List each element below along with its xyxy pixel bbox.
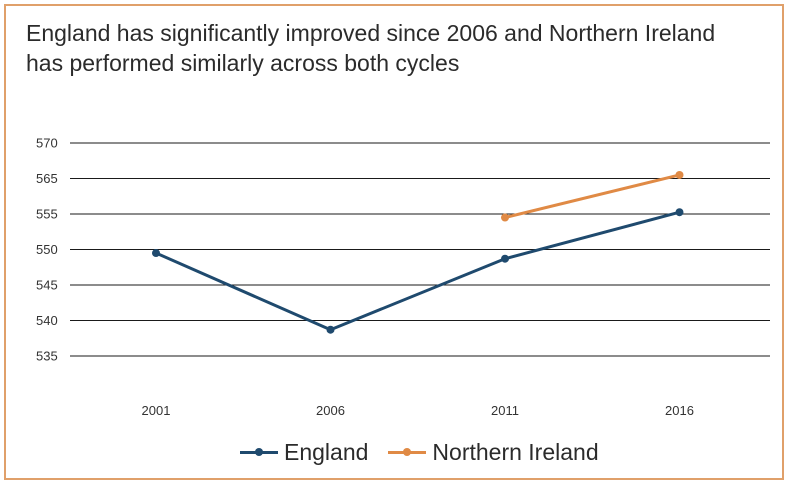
legend-swatch-northern-ireland bbox=[388, 445, 427, 459]
y-tick-label: 540 bbox=[36, 313, 58, 328]
chart-legend: England Northern Ireland bbox=[240, 436, 599, 468]
series-line-northern-ireland bbox=[504, 173, 680, 220]
legend-item-england: England bbox=[240, 439, 368, 466]
legend-label-northern-ireland: Northern Ireland bbox=[432, 438, 599, 465]
data-point-northern-ireland bbox=[675, 170, 684, 179]
legend-item-northern-ireland: Northern Ireland bbox=[388, 438, 599, 466]
chart-title: England has significantly improved since… bbox=[26, 18, 766, 78]
series-line-england bbox=[155, 210, 680, 332]
data-point-england bbox=[152, 249, 160, 258]
legend-label-england: England bbox=[284, 438, 369, 465]
data-point-england bbox=[326, 325, 335, 334]
data-point-northern-ireland bbox=[501, 213, 509, 222]
legend-swatch-england bbox=[240, 445, 278, 459]
x-tick-label: 2006 bbox=[316, 403, 345, 418]
chart-title-line-1: England has significantly improved since… bbox=[26, 20, 716, 46]
y-tick-label: 535 bbox=[36, 348, 58, 363]
x-tick-label: 2001 bbox=[142, 403, 171, 418]
y-tick-label: 555 bbox=[36, 206, 58, 221]
y-tick-label: 545 bbox=[36, 277, 58, 292]
data-point-england bbox=[675, 208, 684, 217]
x-tick-label: 2011 bbox=[491, 403, 519, 418]
y-tick-label: 570 bbox=[36, 135, 58, 150]
y-tick-label: 550 bbox=[36, 242, 58, 257]
x-tick-label: 2016 bbox=[665, 403, 694, 418]
y-tick-label: 565 bbox=[36, 171, 58, 186]
data-point-england bbox=[501, 254, 509, 263]
chart-frame bbox=[4, 4, 784, 480]
chart-title-line-2: has performed similarly across both cycl… bbox=[26, 50, 460, 76]
